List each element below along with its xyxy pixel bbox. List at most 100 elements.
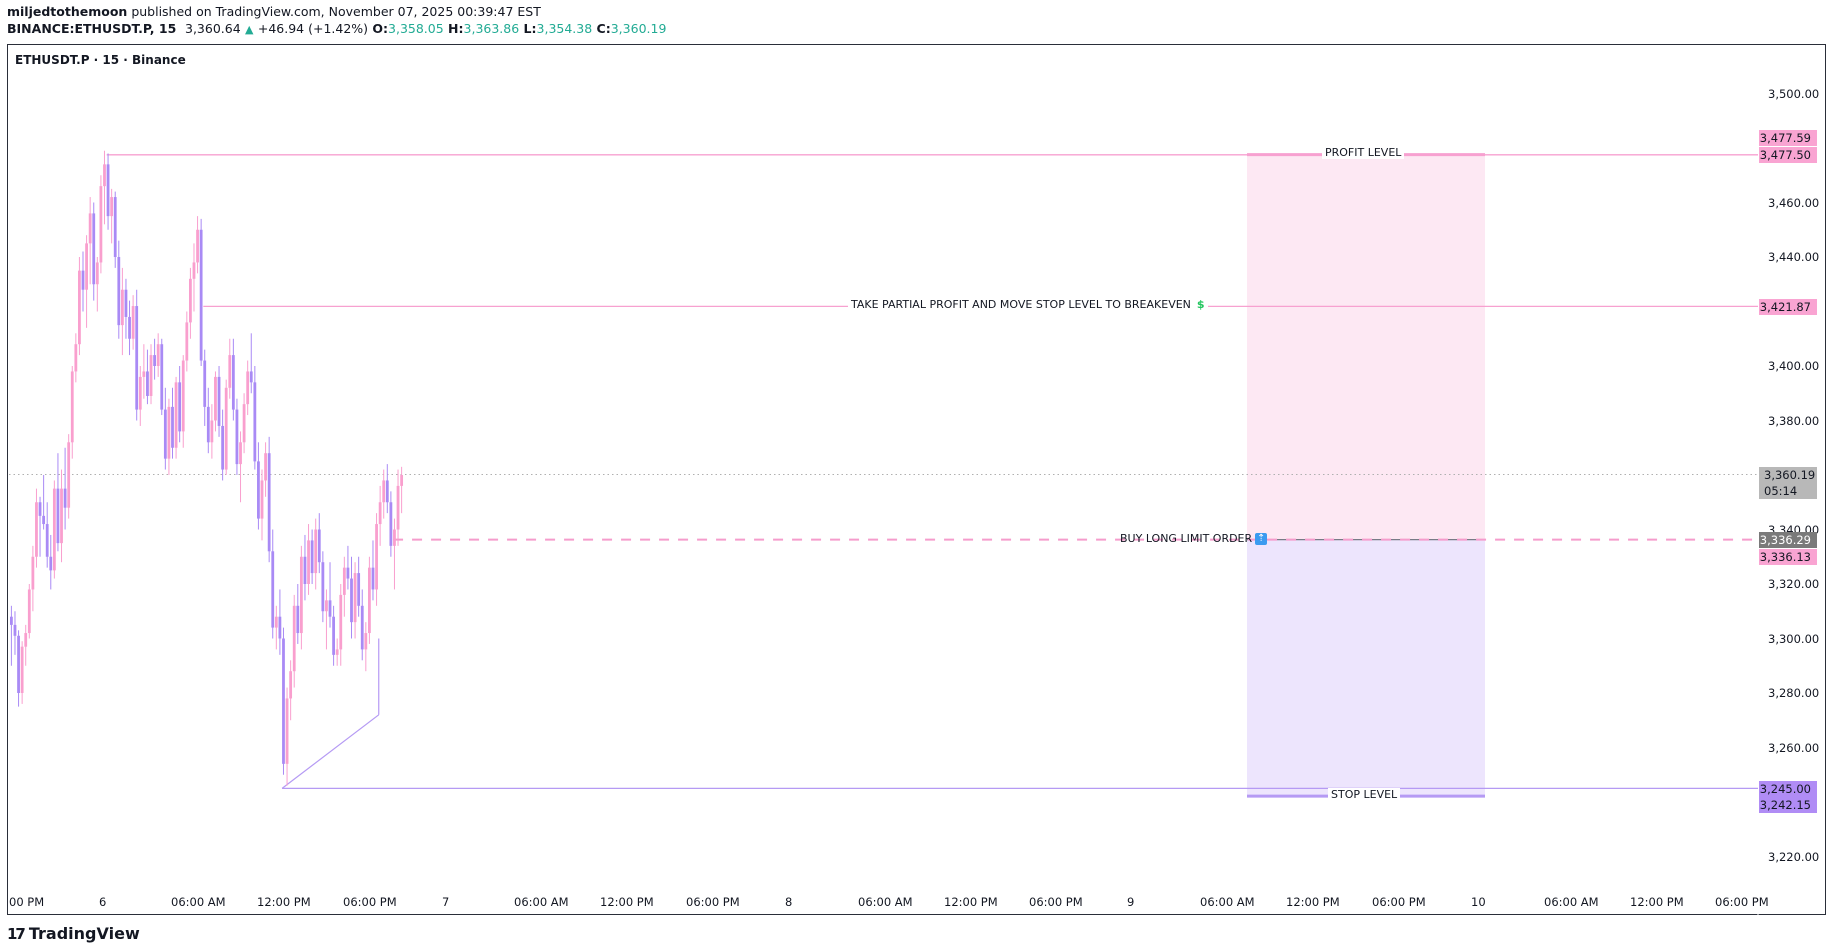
candle	[24, 633, 28, 647]
time-axis-tick: 06:00 AM	[1200, 895, 1255, 909]
candle	[206, 406, 210, 443]
candle	[385, 480, 389, 503]
chart-frame[interactable]	[7, 44, 1826, 915]
profit-level-label[interactable]: PROFIT LEVEL	[1322, 145, 1405, 159]
candle	[181, 360, 185, 432]
time-axis-tick: 06:00 PM	[1029, 895, 1083, 909]
candle	[117, 257, 121, 326]
candle	[128, 316, 131, 339]
candle	[178, 382, 182, 432]
dollar-icon: $	[1196, 298, 1205, 312]
candle	[314, 529, 318, 574]
time-axis-tick: 10	[1471, 895, 1486, 909]
published-text: published on TradingView.com, November 0…	[131, 4, 541, 19]
candle	[189, 278, 192, 323]
candle	[342, 567, 346, 595]
time-axis-tick: 8	[785, 895, 793, 909]
time-axis-tick: 06:00 AM	[514, 895, 569, 909]
candle	[257, 461, 260, 519]
author-name[interactable]: miljedtothemoon	[7, 4, 128, 19]
candle	[246, 371, 250, 405]
tradingview-logo[interactable]: 17 TradingView	[7, 924, 140, 943]
time-axis-tick: 06:00 AM	[1544, 895, 1599, 909]
candle	[285, 698, 289, 764]
time-axis-tick: 12:00 PM	[944, 895, 998, 909]
candle	[192, 262, 196, 279]
candle	[371, 567, 375, 590]
close-value: 3,360.19	[610, 21, 667, 36]
candle	[264, 453, 267, 481]
price-axis-tick: 3,300.00	[1768, 631, 1820, 646]
candle	[292, 605, 296, 672]
candle	[95, 262, 99, 285]
candle	[131, 306, 135, 339]
candle	[364, 633, 368, 650]
price-tag: 3,336.13	[1759, 549, 1817, 565]
candle	[13, 624, 17, 636]
candle	[307, 540, 310, 584]
candle	[375, 524, 378, 590]
candle	[171, 406, 174, 448]
low-label: L:	[523, 21, 537, 36]
logo-text: TradingView	[28, 924, 140, 943]
last-price: 3,360.64	[185, 21, 241, 36]
candle	[253, 382, 257, 462]
candle	[146, 371, 149, 396]
candle	[332, 616, 335, 655]
candle	[196, 229, 199, 263]
price-tag: 3,360.19 05:14	[1759, 467, 1817, 499]
stop-level-label[interactable]: STOP LEVEL	[1328, 788, 1401, 802]
price-axis-tick: 3,320.00	[1768, 577, 1820, 591]
candle	[335, 649, 339, 655]
candle	[249, 371, 253, 383]
change-up-arrow-icon: ▲	[245, 23, 254, 36]
candle	[35, 502, 38, 557]
candle	[124, 289, 128, 317]
candle	[185, 322, 189, 361]
price-tag: 3,477.50	[1759, 147, 1817, 163]
candle	[142, 371, 146, 377]
candle	[346, 567, 350, 579]
candle	[389, 502, 393, 546]
candle	[325, 600, 328, 612]
candle	[92, 213, 96, 285]
symbol-interval: BINANCE:ETHUSDT.P, 15	[7, 21, 177, 36]
candle	[299, 556, 303, 634]
candle	[56, 488, 60, 544]
price-change: +46.94 (+1.42%)	[257, 21, 369, 36]
candle	[10, 616, 13, 625]
candle	[135, 306, 139, 410]
time-axis-tick: 12:00 PM	[600, 895, 654, 909]
buy-long-limit-order-label[interactable]: BUY LONG LIMIT ORDER ⇡	[1117, 532, 1270, 545]
candle	[149, 355, 153, 396]
candle	[267, 453, 271, 552]
candle	[224, 387, 228, 470]
time-axis-tick: 9	[1127, 895, 1135, 909]
candle	[274, 616, 278, 628]
candle	[350, 578, 353, 623]
time-axis-tick: 00 PM	[9, 895, 45, 909]
candle	[203, 360, 207, 407]
chart-title: ETHUSDT.P · 15 · Binance	[15, 53, 186, 67]
low-value: 3,354.38	[536, 21, 593, 36]
candle	[382, 480, 386, 503]
candle	[110, 197, 114, 217]
candle	[199, 229, 203, 361]
candle	[60, 488, 63, 544]
candle	[303, 556, 307, 584]
candle	[156, 344, 160, 366]
candle	[368, 567, 371, 634]
close-label: C:	[596, 21, 611, 36]
take-partial-profit-label[interactable]: TAKE PARTIAL PROFIT AND MOVE STOP LEVEL …	[848, 298, 1208, 312]
time-axis-tick: 7	[442, 895, 450, 909]
candle	[45, 524, 49, 557]
candle	[67, 442, 71, 508]
candle	[239, 442, 242, 465]
candle	[38, 502, 42, 516]
candle	[321, 562, 325, 612]
candle	[74, 344, 78, 372]
candle	[99, 186, 103, 263]
candle	[360, 605, 364, 650]
candle	[378, 502, 382, 525]
